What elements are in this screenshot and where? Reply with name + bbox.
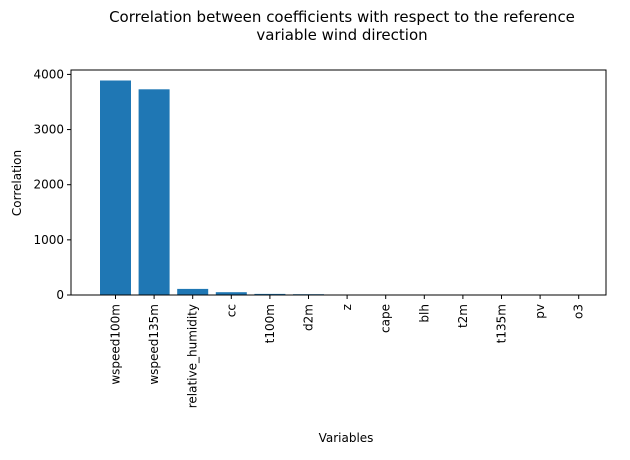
y-axis-ticks: 0 1000 2000 3000 4000 (33, 67, 71, 302)
x-tick-label: z (340, 304, 354, 310)
x-tick-label: wspeed135m (147, 304, 161, 385)
bar-wspeed135m (139, 89, 170, 295)
y-axis-label: Correlation (10, 150, 24, 216)
x-tick-label: pv (533, 304, 547, 319)
x-axis-ticks: wspeed100m wspeed135m relative_humidity cc t… (109, 295, 586, 408)
y-tick-label: 2000 (33, 178, 64, 192)
bars-group (100, 81, 594, 296)
x-tick-label: t135m (495, 304, 509, 343)
y-tick-label: 3000 (33, 123, 64, 137)
x-tick-label: t2m (456, 304, 470, 328)
y-tick-label: 0 (56, 288, 64, 302)
bar-wspeed100m (100, 81, 131, 296)
x-tick-label: relative_humidity (186, 304, 200, 408)
bar-relative_humidity (177, 289, 208, 295)
y-tick-label: 4000 (33, 67, 64, 81)
chart-title-line-2: variable wind direction (256, 26, 427, 44)
chart-title-line-1: Correlation between coefficients with re… (109, 8, 575, 26)
x-tick-label: blh (417, 304, 431, 323)
x-tick-label: t100m (263, 304, 277, 343)
y-tick-label: 1000 (33, 233, 64, 247)
x-axis-label: Variables (319, 431, 374, 445)
x-tick-label: wspeed100m (109, 304, 123, 385)
x-tick-label: cape (379, 304, 393, 333)
x-tick-label: d2m (302, 304, 316, 331)
x-tick-label: cc (224, 304, 238, 317)
x-tick-label: o3 (572, 304, 586, 319)
